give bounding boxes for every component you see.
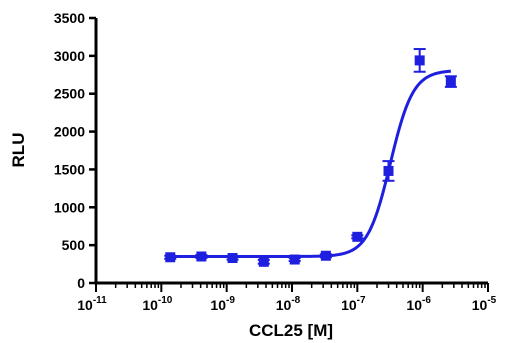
x-tick-label: 10-7 (341, 295, 366, 313)
x-tick-label: 10-10 (142, 295, 172, 313)
x-tick-base: 10 (77, 297, 93, 313)
x-tick-label: 10-6 (406, 295, 431, 313)
x-tick-exponent: -7 (357, 295, 366, 306)
fit-curve (170, 69, 451, 258)
x-tick-base: 10 (142, 297, 158, 313)
data-point (383, 165, 394, 176)
data-point (445, 76, 456, 87)
x-tick-base: 10 (472, 297, 488, 313)
data-point (320, 250, 331, 261)
y-tick-label: 3000 (54, 48, 85, 64)
x-tick-base: 10 (406, 297, 422, 313)
y-axis-ticks: 0 500 1000 1500 2000 2500 3000 3500 (54, 10, 96, 291)
data-point (414, 55, 425, 66)
data-point (352, 231, 363, 242)
x-tick-base: 10 (210, 297, 226, 313)
x-tick-label: 10-9 (210, 295, 235, 313)
y-tick-label: 2000 (54, 124, 85, 140)
x-tick-exponent: -10 (158, 295, 173, 306)
x-tick-label: 10-11 (77, 295, 107, 313)
y-tick-label: 1000 (54, 199, 85, 215)
x-tick-base: 10 (341, 297, 357, 313)
data-point (258, 256, 269, 267)
x-tick-label: 10-5 (472, 295, 497, 313)
x-tick-exponent: -9 (226, 295, 235, 306)
data-point (165, 252, 176, 263)
x-tick-exponent: -6 (422, 295, 431, 306)
fit-curve-group (170, 69, 451, 258)
y-tick-label: 1500 (54, 161, 85, 177)
data-point (289, 254, 300, 265)
y-axis-label: RLU (9, 133, 28, 168)
data-point (196, 251, 207, 262)
x-tick-base: 10 (276, 297, 292, 313)
y-tick-label: 2500 (54, 86, 85, 102)
y-tick-label: 500 (62, 237, 86, 253)
axes (94, 18, 488, 285)
x-axis-label: CCL25 [M] (249, 321, 333, 340)
y-tick-label: 0 (77, 275, 85, 291)
x-tick-exponent: -11 (93, 295, 107, 306)
x-tick-exponent: -8 (291, 295, 300, 306)
data-point (227, 253, 238, 264)
y-tick-label: 3500 (54, 10, 85, 26)
x-tick-label: 10-8 (276, 295, 301, 313)
x-axis-ticks: 10-11 10-10 10-9 10-8 10-7 10-6 10-5 (77, 283, 497, 313)
x-tick-exponent: -5 (487, 295, 496, 306)
data-points (164, 48, 457, 267)
